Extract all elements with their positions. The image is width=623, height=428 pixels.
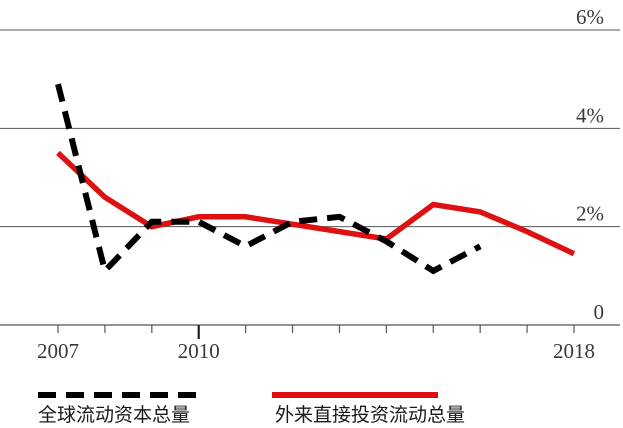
series-line-1 [56,150,576,257]
y-tick-label: 4% [576,103,604,127]
legend-label-0: 全球流动资本总量 [38,404,190,426]
legend-label-1: 外来直接投资流动总量 [275,404,465,426]
grid-lines [0,29,620,228]
series-lines [55,83,576,277]
y-tick-label: 6% [576,5,604,29]
x-tick-labels: 2007 2010 2018 [37,339,595,363]
x-tick-label: 2007 [37,339,79,363]
y-tick-label: 2% [576,202,604,226]
series-line-0 [55,83,482,277]
x-tick-label: 2010 [178,339,220,363]
legend: 全球流动资本总量 外来直接投资流动总量 [38,392,465,426]
y-tick-labels: 0 2% 4% 6% [576,5,604,324]
x-axis [0,324,620,339]
y-tick-label: 0 [594,300,605,324]
x-tick-label: 2018 [553,339,595,363]
